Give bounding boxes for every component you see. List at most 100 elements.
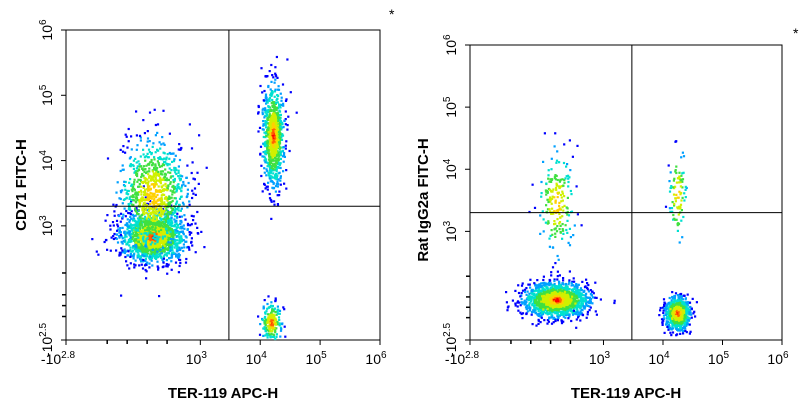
data-point (175, 201, 178, 205)
data-point (169, 249, 172, 252)
data-point (267, 140, 270, 143)
data-point (148, 151, 151, 154)
data-point (261, 91, 264, 94)
data-point (180, 207, 183, 210)
data-point (559, 286, 562, 289)
data-point (613, 299, 616, 302)
data-point (274, 132, 277, 135)
data-point (164, 178, 167, 182)
x-tick-base: 10 (186, 351, 202, 367)
data-point (147, 156, 150, 159)
data-point (585, 316, 588, 319)
data-point (573, 298, 576, 301)
data-point (162, 218, 165, 221)
data-point (164, 213, 167, 216)
data-point (141, 206, 145, 209)
data-point (584, 294, 587, 297)
data-point (587, 283, 590, 287)
data-point (164, 215, 167, 218)
data-point (135, 234, 138, 237)
data-point (125, 260, 128, 263)
data-point (138, 183, 141, 186)
data-point (144, 259, 147, 262)
data-point (132, 227, 135, 230)
data-point (538, 305, 541, 308)
data-point (167, 252, 170, 255)
data-point (132, 244, 135, 248)
x-tick-label: 103 (186, 350, 208, 367)
data-point (158, 157, 161, 160)
data-point (274, 162, 277, 165)
data-point (270, 101, 273, 104)
data-point (171, 246, 174, 249)
data-point (121, 164, 124, 167)
data-point (165, 265, 168, 268)
data-point (521, 317, 524, 320)
data-point (274, 151, 277, 155)
data-point (269, 198, 272, 201)
data-point (585, 304, 588, 307)
data-point (274, 101, 277, 104)
data-point (119, 251, 122, 254)
data-point (154, 171, 157, 174)
data-point (146, 197, 149, 200)
data-point (264, 312, 267, 315)
data-point (269, 92, 273, 95)
data-point (131, 190, 134, 193)
data-point (283, 325, 286, 328)
data-point (182, 180, 185, 184)
data-point (163, 193, 166, 196)
data-point (165, 185, 168, 188)
data-point (131, 199, 134, 202)
data-point (149, 239, 152, 242)
data-point (270, 175, 273, 178)
data-point (134, 209, 137, 212)
data-point (124, 133, 127, 136)
data-point (151, 162, 154, 165)
data-point (282, 153, 286, 157)
data-point (275, 178, 278, 181)
data-point (270, 168, 273, 171)
data-point (543, 295, 546, 298)
data-point (152, 219, 155, 222)
data-point (142, 185, 145, 188)
data-point (162, 238, 165, 241)
data-point (116, 229, 119, 232)
data-point (278, 142, 282, 145)
data-point (129, 262, 132, 265)
data-point (129, 163, 132, 166)
data-point (140, 167, 144, 170)
data-point (564, 316, 567, 319)
data-point (270, 319, 273, 322)
data-point (270, 166, 273, 170)
data-point (137, 236, 140, 239)
data-point (563, 310, 567, 313)
data-point (154, 200, 157, 203)
data-point (137, 218, 140, 221)
data-point (119, 220, 122, 223)
data-point (143, 168, 146, 171)
data-point (271, 129, 274, 132)
data-point (582, 294, 585, 297)
data-point (145, 164, 148, 167)
data-point (279, 153, 282, 156)
data-point (150, 259, 153, 262)
data-point (181, 201, 185, 204)
data-point (279, 150, 282, 153)
data-point (150, 252, 153, 255)
data-point (524, 301, 527, 305)
data-point (182, 183, 185, 186)
data-point (165, 223, 168, 226)
data-point (197, 182, 200, 185)
data-point (152, 199, 156, 202)
data-point (267, 128, 270, 131)
data-point (131, 237, 134, 240)
data-point (271, 158, 274, 161)
data-point (264, 330, 267, 333)
data-point (558, 290, 561, 293)
data-point (274, 66, 277, 69)
data-point (576, 309, 579, 312)
data-point (267, 295, 270, 298)
data-point (103, 240, 106, 244)
plot-frame (469, 44, 783, 341)
